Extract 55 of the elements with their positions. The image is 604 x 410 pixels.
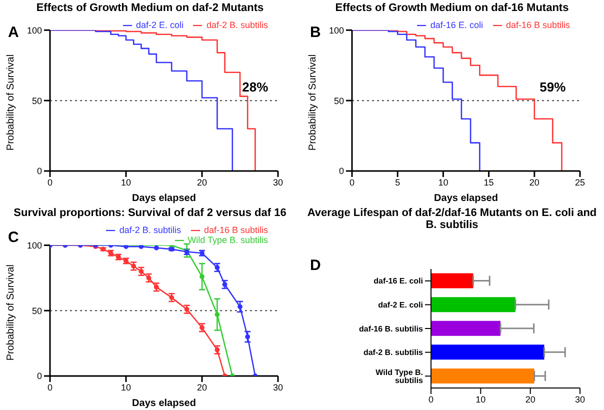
text: B — [310, 24, 321, 41]
x-axis-title: Days elapsed — [434, 193, 498, 204]
legend-label: daf-16 B subtilis — [506, 20, 570, 30]
x-tick-label: 0 — [349, 177, 355, 188]
legend-label: daf-2 B. subtilis — [206, 20, 268, 30]
x-tick-label: 15 — [484, 177, 494, 188]
x-axis-title: Days elapsed — [132, 193, 196, 204]
x-tick-label: 0 — [428, 394, 434, 404]
chart-title: Survival proportions: Survival of daf 2 versus daf 16 — [12, 207, 288, 219]
x-tick-label: 20 — [529, 177, 540, 188]
legend-label: daf-16 B subtilis — [204, 225, 268, 235]
legend-label: daf-2 B. subtilis — [119, 225, 181, 235]
y-tick-label: daf-2 B. subtilis — [363, 348, 424, 358]
text: D — [310, 257, 321, 274]
x-tick-label: 20 — [196, 177, 208, 188]
legend-label: daf-16 E. coli — [430, 20, 483, 30]
annotation: 28% — [242, 79, 269, 94]
text: C — [8, 229, 19, 246]
x-tick-label: 25 — [574, 177, 586, 188]
x-tick-label: 0 — [47, 382, 53, 392]
y-tick-label: daf-16 B. subtilis — [358, 324, 424, 334]
y-tick-label: 50 — [32, 96, 42, 106]
x-tick-label: 20 — [525, 394, 536, 404]
y-tick-label: 50 — [32, 306, 42, 316]
x-tick-label: 30 — [574, 394, 586, 404]
x-tick-label: 30 — [272, 382, 284, 392]
y-tick-label: 50 — [334, 96, 344, 106]
y-tick-label: 100 — [26, 25, 42, 36]
y-tick-label: 0 — [36, 371, 42, 382]
y-tick-label: Wild Type B. subtilis — [376, 368, 424, 385]
x-tick-label: 0 — [47, 177, 53, 188]
y-tick-label: 0 — [36, 166, 42, 176]
chart-title: Average Lifespan of daf-2/daf-16 Mutants on E. coli and B. subtilis — [306, 207, 598, 231]
y-tick-label: 100 — [328, 25, 344, 36]
x-tick-label: 10 — [120, 177, 132, 188]
x-tick-label: 10 — [120, 382, 132, 392]
y-tick-label: daf-2 E. coli — [378, 300, 423, 310]
y-axis-title: Probability of Survival — [308, 54, 319, 151]
x-tick-label: 10 — [476, 394, 486, 404]
x-axis-title: Days elapsed — [132, 398, 196, 409]
legend-label: Wild Type B. subtilis — [188, 235, 268, 246]
x-tick-label: 20 — [196, 382, 208, 392]
annotation: 59% — [540, 79, 566, 94]
x-tick-label: 30 — [272, 177, 284, 188]
y-tick-label: 0 — [338, 166, 344, 176]
legend-label: daf-2 E. coli — [136, 20, 184, 30]
chart-title: Effects of Growth Medium on daf-2 Mutants — [35, 2, 265, 14]
y-tick-label: 100 — [26, 240, 42, 250]
y-axis-title: Probability of Survival — [6, 54, 17, 151]
chart-title: Effects of Growth Medium on daf-16 Mutants — [334, 2, 570, 14]
x-tick-label: 10 — [438, 177, 448, 188]
text: A — [8, 24, 19, 41]
y-tick-label: daf-16 E. coli — [374, 276, 423, 286]
x-tick-label: 5 — [395, 177, 400, 188]
y-axis-title: Probability of Survival — [6, 264, 17, 361]
